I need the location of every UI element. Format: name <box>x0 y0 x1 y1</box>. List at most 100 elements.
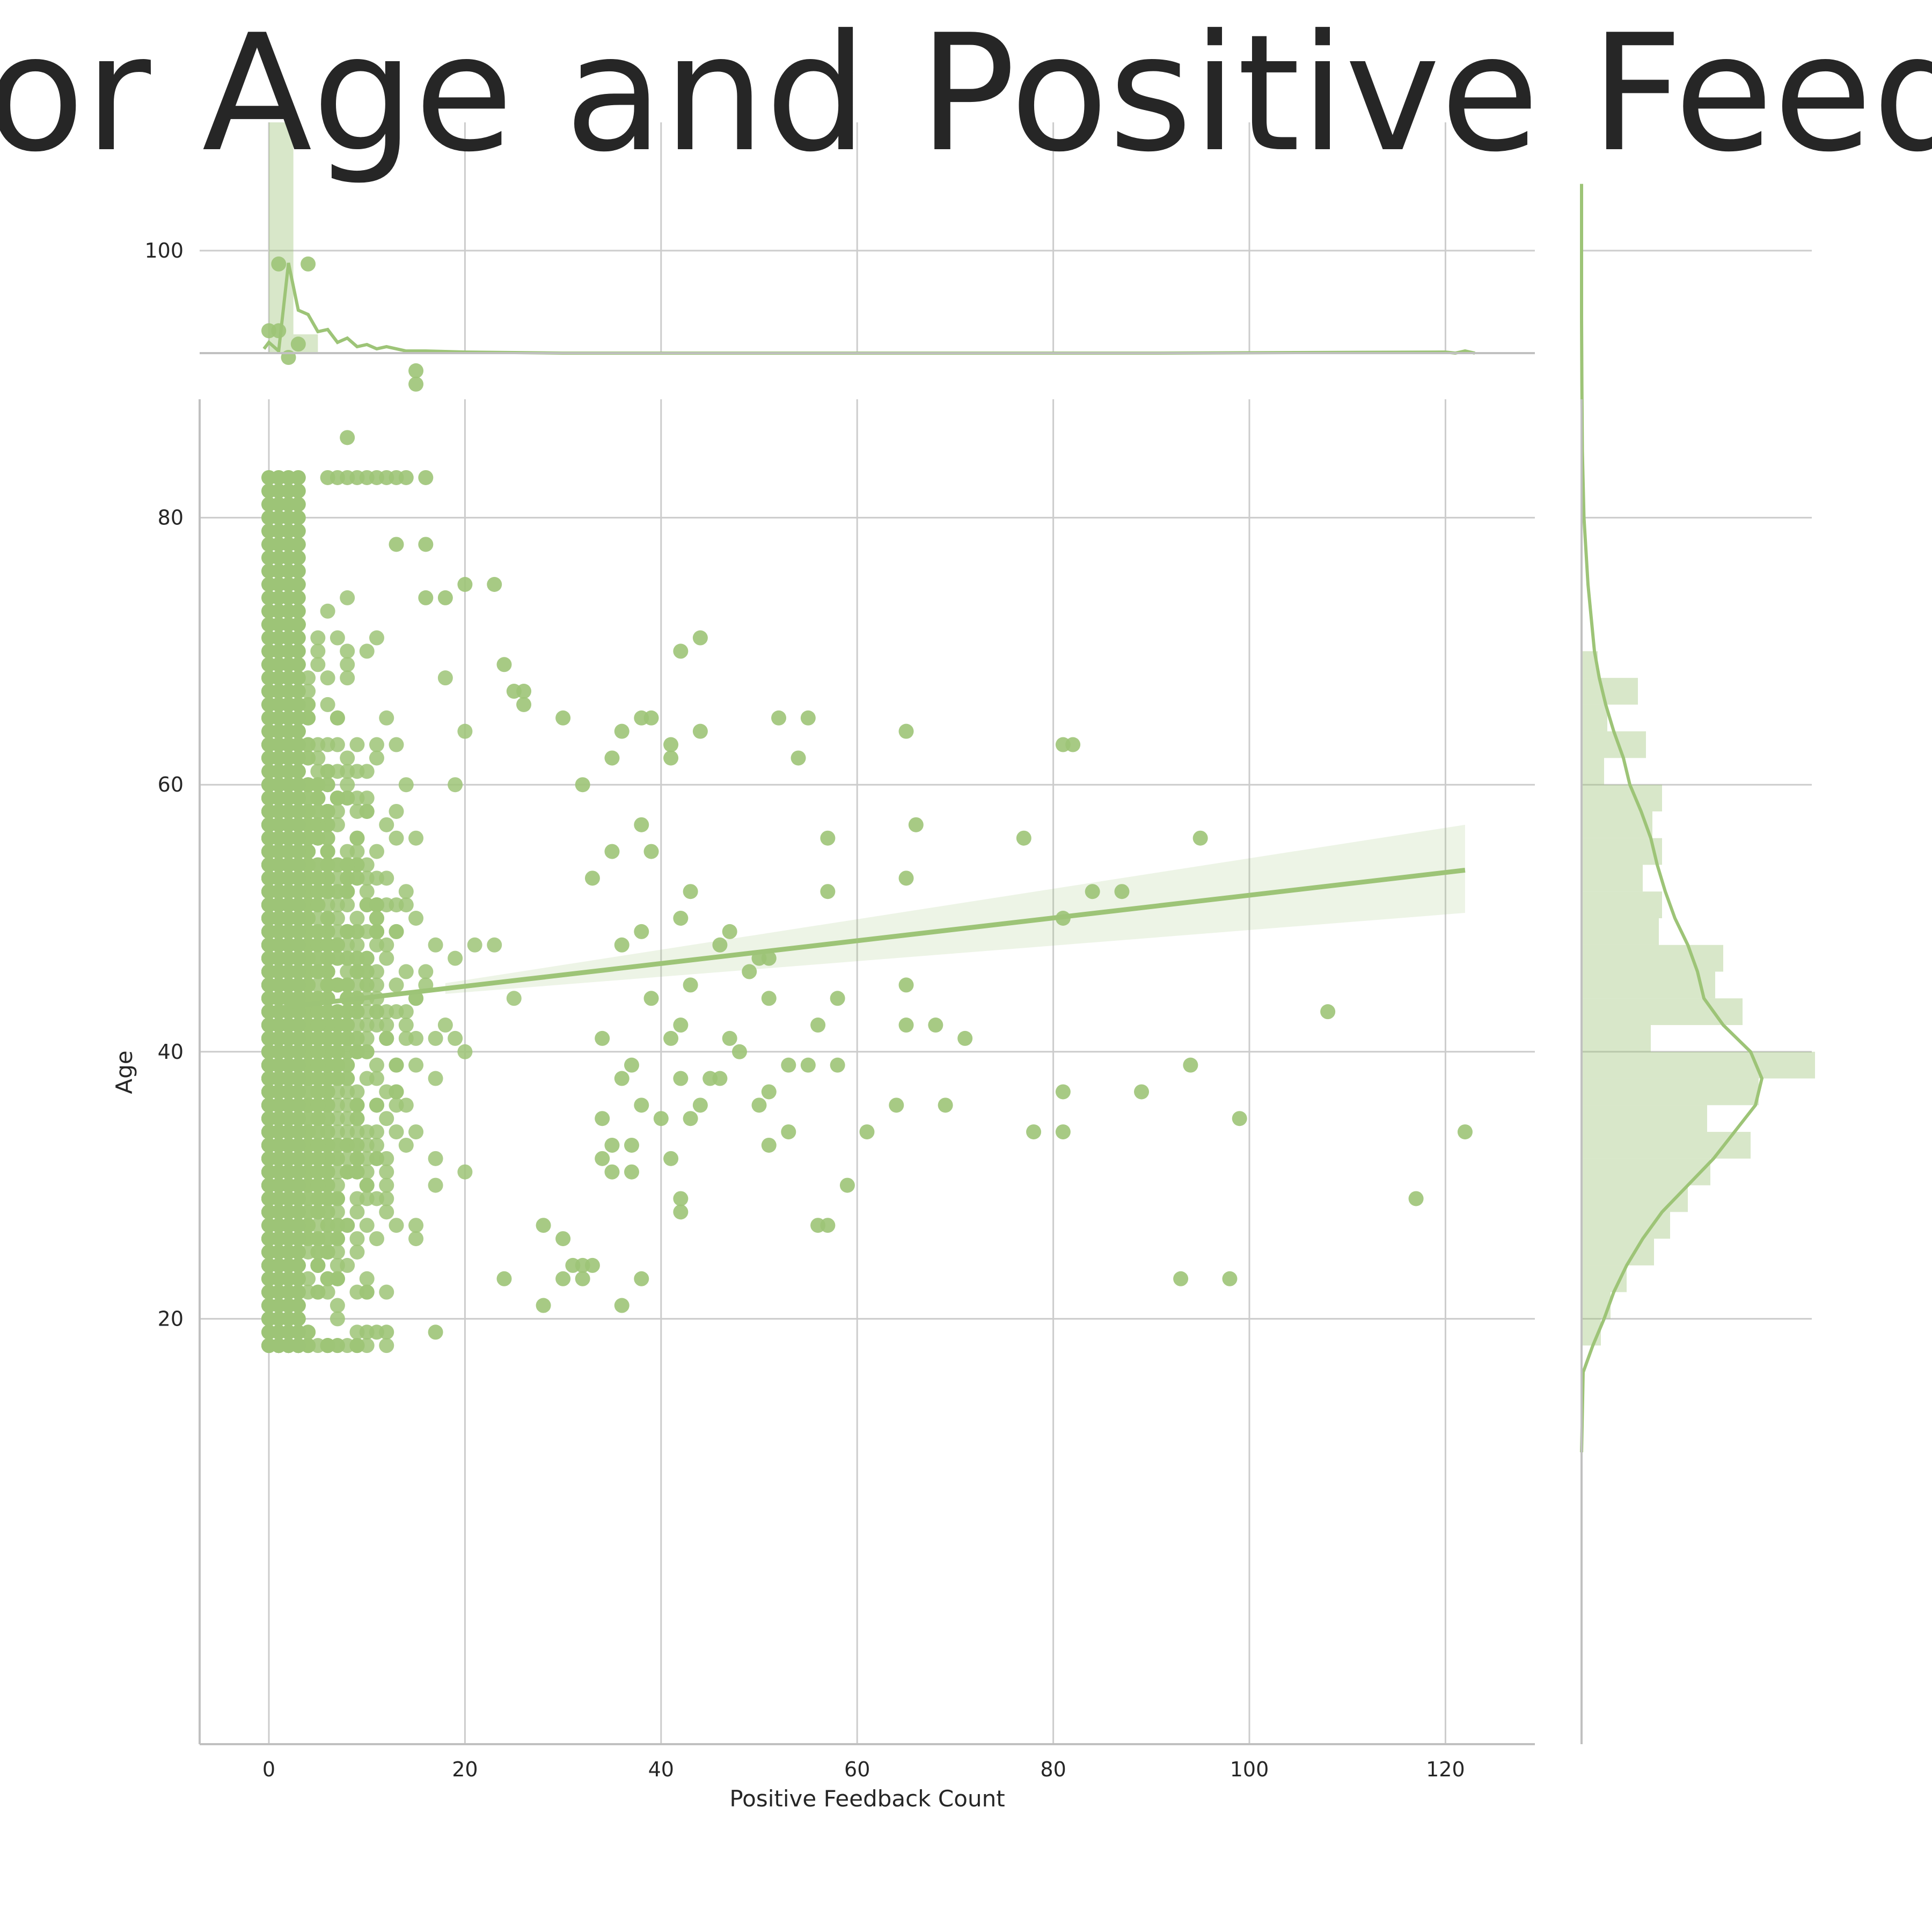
scatter-point <box>692 1097 708 1113</box>
scatter-point <box>584 870 600 886</box>
scatter-point <box>290 791 306 806</box>
scatter-point <box>320 1231 335 1247</box>
y-tick-label: 80 <box>158 506 184 530</box>
scatter-point <box>320 1338 335 1353</box>
scatter-point <box>290 844 306 859</box>
scatter-point <box>310 1057 326 1073</box>
scatter-point <box>310 1257 326 1273</box>
scatter-point <box>457 577 473 592</box>
scatter-point <box>379 1151 394 1166</box>
right-histogram-bar <box>1582 945 1723 972</box>
scatter-point <box>320 764 335 779</box>
right-histogram-bar <box>1582 1239 1654 1265</box>
scatter-point <box>340 750 355 766</box>
scatter-point <box>938 1097 953 1113</box>
scatter-point <box>742 964 757 979</box>
scatter-point <box>290 603 306 619</box>
scatter-point <box>349 830 365 846</box>
scatter-point <box>673 1191 689 1206</box>
scatter-point <box>340 430 355 445</box>
scatter-point <box>398 777 414 793</box>
scatter-point <box>379 1164 394 1180</box>
scatter-point <box>398 964 414 979</box>
x-tick-label: 40 <box>648 1758 674 1781</box>
scatter-point <box>624 1057 639 1073</box>
scatter-point <box>320 1124 335 1140</box>
scatter-point <box>389 537 404 552</box>
scatter-point <box>1114 884 1130 899</box>
scatter-point <box>448 777 463 793</box>
scatter-point <box>751 1097 767 1113</box>
regression-confidence-band <box>445 824 1465 994</box>
scatter-point <box>889 1097 904 1113</box>
right-histogram-bar <box>1582 1105 1707 1132</box>
scatter-point <box>340 1257 355 1273</box>
scatter-point <box>290 1071 306 1086</box>
right-histogram-bar <box>1582 811 1652 838</box>
scatter-point <box>614 1298 630 1313</box>
scatter-point <box>908 817 924 832</box>
scatter-point <box>536 1298 551 1313</box>
scatter-point <box>320 697 335 712</box>
scatter-point <box>389 803 404 819</box>
scatter-point <box>418 964 434 979</box>
scatter-point <box>290 764 306 779</box>
scatter-point <box>349 1338 365 1353</box>
scatter-point <box>820 884 836 899</box>
scatter-point <box>290 1124 306 1140</box>
scatter-point <box>290 1257 306 1273</box>
scatter-point <box>1173 1271 1189 1286</box>
scatter-point <box>320 830 335 846</box>
scatter-point <box>506 684 522 699</box>
scatter-point <box>1222 1271 1238 1286</box>
scatter-point <box>389 1057 404 1073</box>
scatter-point <box>369 1004 384 1020</box>
scatter-point <box>830 991 845 1006</box>
scatter-point <box>320 803 335 819</box>
x-tick-label: 20 <box>452 1758 478 1781</box>
scatter-point <box>1183 1057 1198 1073</box>
scatter-point <box>320 1164 335 1180</box>
scatter-point <box>898 977 914 993</box>
scatter-point <box>310 897 326 913</box>
scatter-point <box>359 803 375 819</box>
scatter-point <box>290 510 306 525</box>
regression-fit <box>268 824 1466 1012</box>
axis-spines <box>199 352 1583 1745</box>
scatter-point <box>290 1137 306 1153</box>
scatter-point <box>349 1097 365 1113</box>
scatter-point <box>810 1018 826 1033</box>
scatter-point <box>595 1111 610 1126</box>
scatter-point <box>290 1151 306 1166</box>
scatter-point <box>290 1097 306 1113</box>
scatter-point <box>349 950 365 966</box>
scatter-point <box>330 977 345 993</box>
scatter-point <box>330 1191 345 1206</box>
scatter-point <box>349 870 365 886</box>
scatter-point <box>643 991 659 1006</box>
scatter-point <box>290 537 306 552</box>
scatter-point <box>614 723 630 739</box>
scatter-point <box>506 991 522 1006</box>
scatter-point <box>369 750 384 766</box>
scatter-point <box>781 1124 796 1140</box>
y-tick-label: 60 <box>158 773 184 796</box>
scatter-point <box>408 830 424 846</box>
scatter-point <box>310 870 326 886</box>
scatter-point <box>290 803 306 819</box>
scatter-point <box>722 1030 737 1046</box>
scatter-point <box>898 1018 914 1033</box>
scatter-point <box>487 577 502 592</box>
x-tick-label: 80 <box>1040 1758 1066 1781</box>
scatter-point <box>398 1030 414 1046</box>
scatter-point <box>418 537 434 552</box>
scatter-point <box>624 1137 639 1153</box>
scatter-point <box>683 884 698 899</box>
scatter-point <box>457 1044 473 1059</box>
scatter-point <box>330 791 345 806</box>
scatter-point <box>428 1030 443 1046</box>
scatter-point <box>379 1284 394 1300</box>
scatter-point <box>369 924 384 939</box>
scatter-point <box>379 1177 394 1193</box>
scatter-point <box>1134 1084 1150 1100</box>
